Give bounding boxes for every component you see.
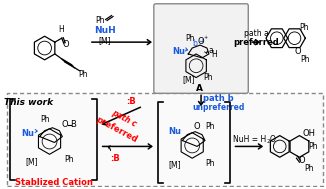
Text: Nu: Nu bbox=[168, 127, 181, 136]
Text: Ph: Ph bbox=[185, 34, 195, 43]
Text: Ph: Ph bbox=[308, 142, 318, 151]
Text: $^+$: $^+$ bbox=[202, 36, 208, 42]
Text: b: b bbox=[193, 39, 198, 48]
Text: Nu: Nu bbox=[172, 47, 185, 57]
Text: This work: This work bbox=[4, 98, 53, 107]
Text: Ph: Ph bbox=[65, 155, 74, 164]
Text: B: B bbox=[70, 120, 76, 129]
Text: NuH: NuH bbox=[94, 26, 115, 35]
Text: O: O bbox=[62, 40, 69, 49]
Text: Ph: Ph bbox=[40, 115, 49, 124]
Text: O: O bbox=[194, 122, 200, 131]
Text: Ph: Ph bbox=[304, 163, 314, 173]
Text: a: a bbox=[209, 46, 213, 54]
Text: path b: path b bbox=[203, 94, 234, 103]
Text: path c: path c bbox=[111, 108, 138, 128]
Text: :B: :B bbox=[111, 154, 120, 163]
FancyBboxPatch shape bbox=[154, 4, 248, 93]
Text: O: O bbox=[62, 120, 68, 129]
Text: Ph: Ph bbox=[300, 23, 309, 32]
Text: OH: OH bbox=[303, 129, 316, 138]
Text: Ph: Ph bbox=[79, 70, 88, 79]
Text: O: O bbox=[298, 156, 305, 165]
Text: A: A bbox=[196, 84, 202, 93]
Text: preferred: preferred bbox=[94, 115, 139, 144]
Text: [M]: [M] bbox=[25, 157, 38, 166]
Text: NuH = H: NuH = H bbox=[233, 135, 266, 144]
Text: Ph: Ph bbox=[95, 16, 105, 25]
Text: Nu: Nu bbox=[22, 129, 35, 138]
Text: [M]: [M] bbox=[98, 36, 111, 45]
Text: :B: :B bbox=[126, 97, 136, 106]
Text: O: O bbox=[198, 37, 204, 46]
Text: $_2$O: $_2$O bbox=[266, 133, 277, 146]
Text: [M]: [M] bbox=[168, 161, 181, 170]
Text: Ph: Ph bbox=[301, 55, 310, 64]
Text: Ph: Ph bbox=[203, 73, 213, 82]
Text: [M]: [M] bbox=[182, 75, 195, 84]
Text: H: H bbox=[211, 50, 217, 59]
Text: path a: path a bbox=[244, 29, 269, 38]
Text: Stablized Cation: Stablized Cation bbox=[15, 178, 92, 187]
Text: Ph: Ph bbox=[205, 122, 215, 131]
Text: preferred: preferred bbox=[233, 38, 279, 47]
Text: H: H bbox=[58, 25, 64, 34]
Text: O: O bbox=[294, 47, 301, 57]
Text: Ph: Ph bbox=[205, 159, 215, 168]
Text: unpreferred: unpreferred bbox=[193, 103, 245, 112]
Bar bbox=[7, 93, 323, 186]
